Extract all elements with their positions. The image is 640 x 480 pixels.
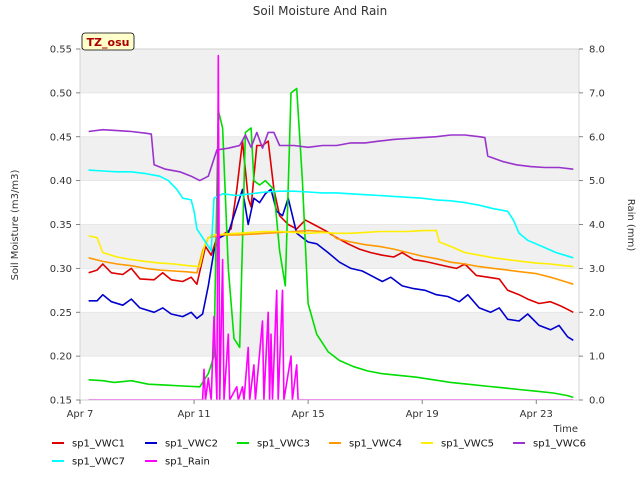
site-badge: TZ_osu [81, 32, 135, 51]
legend-item: sp1_VWC5 [421, 439, 494, 450]
x-axis-title: Time [553, 424, 578, 435]
y2-tick-label: 2.0 [589, 308, 605, 319]
y-tick-label: 0.55 [50, 45, 72, 56]
series-line-sp1_VWC1 [88, 140, 574, 314]
legend-label: sp1_VWC7 [72, 457, 125, 468]
legend-item: sp1_VWC6 [513, 439, 586, 450]
legend-label: sp1_VWC5 [441, 439, 494, 450]
legend-label: sp1_VWC2 [165, 439, 218, 450]
grid-band [80, 312, 579, 357]
legend: sp1_VWC1 sp1_VWC2 sp1_VWC3 sp1_VWC4 sp1_VWC5… [52, 439, 586, 468]
legend-item: sp1_VWC2 [145, 439, 218, 450]
y-tick-label: 0.45 [50, 132, 72, 143]
legend-item: sp1_VWC4 [329, 439, 402, 450]
y2-tick-label: 6.0 [589, 132, 605, 143]
y2-tick-label: 0.0 [589, 396, 605, 407]
y2-tick-label: 3.0 [589, 264, 605, 275]
legend-item: sp1_Rain [145, 457, 210, 468]
y-tick-label: 0.40 [50, 176, 72, 187]
y-tick-label: 0.25 [50, 308, 72, 319]
series-layer [88, 54, 574, 400]
y-tick-label: 0.50 [50, 88, 72, 99]
y2-axis-title: Rain (mm) [625, 199, 636, 252]
y-axis-right: 0.0 1.0 2.0 3.0 4.0 5.0 6.0 7.0 8.0 [579, 45, 605, 407]
legend-label: sp1_VWC3 [257, 439, 310, 450]
x-tick-label: Apr 15 [292, 409, 325, 420]
grid-band [80, 136, 579, 181]
x-tick-label: Apr 7 [67, 409, 94, 420]
legend-label: sp1_VWC6 [533, 439, 586, 450]
chart-title: Soil Moisture And Rain [253, 4, 388, 18]
legend-label: sp1_VWC1 [72, 439, 125, 450]
y2-tick-label: 5.0 [589, 176, 605, 187]
y-tick-label: 0.30 [50, 264, 72, 275]
grid-band [80, 49, 579, 93]
legend-item: sp1_VWC1 [52, 439, 125, 450]
series-line-sp1_VWC5 [88, 229, 574, 268]
y-tick-label: 0.15 [50, 396, 72, 407]
y-tick-label: 0.20 [50, 352, 72, 363]
series-line-sp1_VWC2 [88, 188, 574, 341]
grid-band [80, 224, 579, 269]
x-tick-label: Apr 19 [406, 409, 439, 420]
y2-tick-label: 4.0 [589, 220, 605, 231]
series-line-sp1_Rain [88, 54, 574, 400]
y2-tick-label: 7.0 [589, 88, 605, 99]
series-line-sp1_VWC6 [88, 128, 574, 182]
y2-tick-label: 1.0 [589, 352, 605, 363]
grid-bands [80, 48, 579, 401]
legend-label: sp1_VWC4 [349, 439, 402, 450]
x-tick-label: Apr 11 [177, 409, 210, 420]
series-line-sp1_VWC7 [88, 169, 574, 259]
x-axis: Apr 7 Apr 11 Apr 15 Apr 19 Apr 23 [67, 400, 553, 420]
legend-item: sp1_VWC7 [52, 457, 125, 468]
legend-item: sp1_VWC3 [237, 439, 310, 450]
site-label: TZ_osu [87, 36, 130, 49]
y-axis-title: Soil Moisture (m3/m3) [10, 170, 21, 281]
legend-label: sp1_Rain [165, 457, 210, 468]
x-tick-label: Apr 23 [520, 409, 553, 420]
y-tick-label: 0.35 [50, 220, 72, 231]
y-axis-left: 0.15 0.20 0.25 0.30 0.35 0.40 0.45 0.50 0.55 [50, 45, 80, 407]
y2-tick-label: 8.0 [589, 45, 605, 56]
